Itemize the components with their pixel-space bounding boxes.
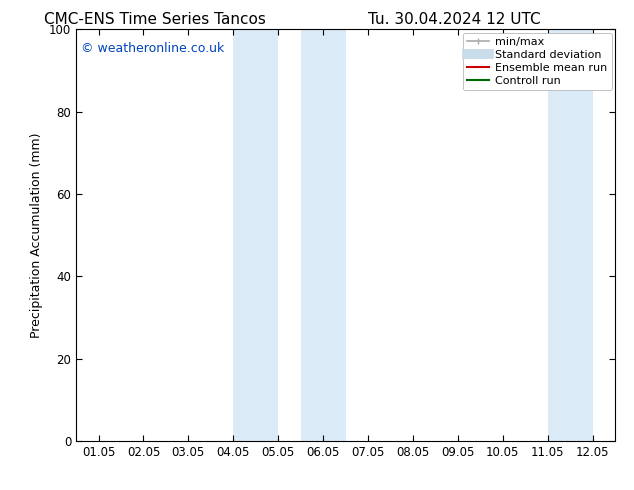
Bar — [615, 29, 634, 441]
Bar — [548, 29, 593, 441]
Text: Tu. 30.04.2024 12 UTC: Tu. 30.04.2024 12 UTC — [368, 12, 540, 27]
Text: © weatheronline.co.uk: © weatheronline.co.uk — [81, 42, 224, 55]
Legend: min/max, Standard deviation, Ensemble mean run, Controll run: min/max, Standard deviation, Ensemble me… — [463, 33, 612, 90]
Text: CMC-ENS Time Series Tancos: CMC-ENS Time Series Tancos — [44, 12, 266, 27]
Bar — [233, 29, 278, 441]
Bar — [301, 29, 346, 441]
Y-axis label: Precipitation Accumulation (mm): Precipitation Accumulation (mm) — [30, 132, 43, 338]
